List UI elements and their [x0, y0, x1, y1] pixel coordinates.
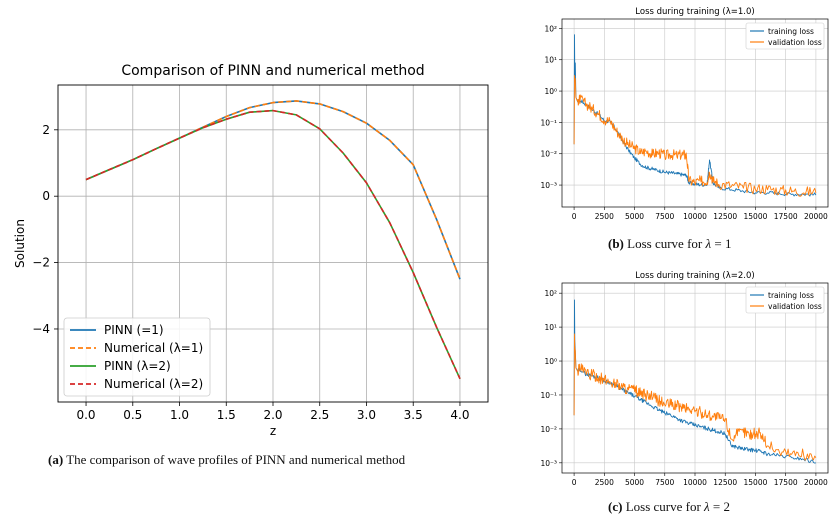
caption-b-tail: = 1 — [711, 236, 732, 251]
x-tick-label: 2.5 — [310, 408, 329, 422]
y-tick-label: 0 — [42, 189, 50, 203]
legend-label-1: Numerical (λ=1) — [104, 341, 203, 355]
x-tick-label: 2500 — [595, 478, 614, 487]
legend-box — [745, 22, 825, 50]
x-tick-label: 20000 — [804, 478, 828, 487]
y-tick-label: 10⁰ — [544, 357, 557, 366]
x-tick-label: 1.5 — [217, 408, 236, 422]
legend-label-0: training loss — [768, 291, 814, 300]
wave-profile-chart: 0.0 0.5 1.0 1.5 2.0 2.5 3.0 3.5 4.0 2 0 −2 −4 Compari… — [13, 63, 489, 438]
legend: training loss validation loss — [745, 22, 825, 50]
plot-frame — [57, 84, 489, 403]
x-tick-label: 20000 — [804, 212, 828, 221]
y-tick-label: 10⁻² — [540, 150, 557, 159]
legend-label-0: training loss — [768, 27, 814, 36]
y-tick-label: 10¹ — [544, 323, 557, 332]
x-tick-label: 12500 — [713, 212, 737, 221]
x-tick-label: 3.0 — [357, 408, 376, 422]
y-tick-label: 10¹ — [544, 56, 557, 65]
x-tick-label: 17500 — [774, 212, 798, 221]
caption-b-var: λ — [705, 236, 712, 251]
x-tick-label: 1.0 — [170, 408, 189, 422]
x-tick-label: 7500 — [655, 478, 674, 487]
x-tick-label: 10000 — [683, 478, 707, 487]
x-tick-label: 0.5 — [123, 408, 142, 422]
legend: PINN (=1) Numerical (λ=1) PINN (λ=2) Numeri… — [63, 317, 211, 397]
loss-series-1 — [573, 333, 817, 461]
x-tick-label: 12500 — [713, 478, 737, 487]
caption-c-var: λ — [704, 499, 710, 514]
x-tick-label: 5000 — [625, 212, 644, 221]
y-tick-label: 10² — [544, 289, 557, 298]
x-tick-label: 7500 — [655, 212, 674, 221]
y-tick-label: 10⁻¹ — [540, 118, 557, 127]
y-tick-label: 10² — [544, 24, 557, 33]
y-tick-label: 2 — [42, 123, 50, 137]
x-tick-label: 15000 — [744, 212, 768, 221]
legend-label-3: Numerical (λ=2) — [104, 377, 203, 391]
x-tick-label: 5000 — [625, 478, 644, 487]
x-tick-label: 17500 — [774, 478, 798, 487]
y-tick-label: 10⁰ — [544, 87, 557, 96]
caption-b-label: (b) — [608, 236, 624, 251]
plot-frame — [561, 18, 829, 208]
y-tick-label: 10⁻¹ — [540, 391, 557, 400]
caption-a-text: The comparison of wave profiles of PINN … — [66, 452, 406, 467]
x-tick-label: 2500 — [595, 212, 614, 221]
plot-frame — [561, 282, 829, 474]
chart-title: Loss during training (λ=1.0) — [635, 7, 754, 17]
x-tick-label: 0 — [572, 212, 577, 221]
caption-a: (a) The comparison of wave profiles of P… — [48, 452, 405, 468]
legend-label-1: validation loss — [768, 38, 822, 47]
y-axis-label: Solution — [13, 219, 27, 268]
legend-box — [745, 286, 825, 314]
y-tick-label: −2 — [32, 256, 50, 270]
legend: training loss validation loss — [745, 286, 825, 314]
caption-b-text: Loss curve for — [627, 236, 706, 251]
caption-c-tail: = 2 — [709, 499, 731, 514]
x-tick-label: 15000 — [744, 478, 768, 487]
y-tick-label: 10⁻² — [540, 425, 557, 434]
x-tick-label: 4.0 — [450, 408, 469, 422]
x-tick-label: 0.0 — [76, 408, 95, 422]
loss-series-1 — [573, 74, 817, 197]
x-tick-label: 2.0 — [263, 408, 282, 422]
x-tick-label: 3.5 — [404, 408, 423, 422]
caption-b: (b) Loss curve for λ = 1 — [608, 236, 731, 252]
loss-series-0 — [573, 299, 817, 464]
legend-box — [63, 317, 211, 397]
loss-chart-lambda-1: 0 2500 5000 7500 10000 12500 15000 17500 20000 10… — [540, 7, 829, 221]
caption-c-label: (c) — [608, 499, 623, 514]
legend-label-1: validation loss — [768, 302, 822, 311]
chart-title: Loss during training (λ=2.0) — [635, 271, 754, 281]
y-tick-label: −4 — [32, 322, 50, 336]
chart-title: Comparison of PINN and numerical method — [121, 63, 424, 79]
x-tick-label: 0 — [572, 478, 577, 487]
legend-label-2: PINN (λ=2) — [104, 359, 171, 373]
caption-a-label: (a) — [48, 452, 64, 467]
caption-c-text: Loss curve for — [625, 499, 705, 514]
loss-chart-lambda-2: 0 2500 5000 7500 10000 12500 15000 17500 20000 10… — [540, 271, 829, 487]
legend-label-0: PINN (=1) — [104, 323, 164, 337]
caption-c: (c) Loss curve for λ = 2 — [608, 499, 730, 515]
x-tick-label: 10000 — [683, 212, 707, 221]
y-tick-label: 10⁻³ — [540, 459, 557, 468]
series-line-3 — [85, 109, 461, 380]
y-tick-label: 10⁻³ — [540, 181, 557, 190]
x-axis-label: z — [270, 424, 276, 438]
